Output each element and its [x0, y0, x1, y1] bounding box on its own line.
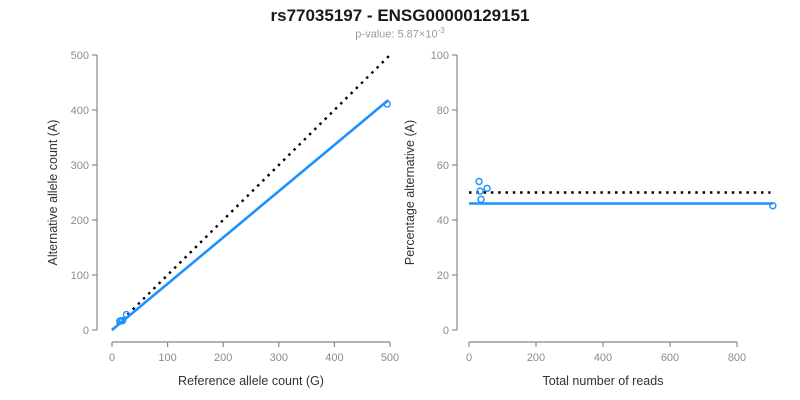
y-tick-label: 400 [71, 105, 89, 117]
y-tick-label: 200 [71, 215, 89, 227]
pvalue-exponent: -3 [437, 26, 445, 35]
x-tick-label: 300 [270, 352, 288, 364]
x-tick-label: 0 [466, 352, 472, 364]
x-tick-label: 400 [325, 352, 343, 364]
fit-line [111, 99, 390, 331]
data-point [118, 316, 127, 325]
plot-title: rs77035197 - ENSG00000129151 [270, 6, 530, 25]
y-tick-label: 60 [437, 160, 449, 172]
identity-dotted-line [111, 54, 391, 331]
data-point [476, 187, 484, 195]
y-tick-label: 100 [71, 270, 89, 282]
plot-subtitle: p-value: 5.87×10-3 [0, 26, 800, 41]
x-tick-label: 600 [661, 352, 679, 364]
x-tick-label: 200 [214, 352, 232, 364]
x-tick-label: 0 [109, 352, 115, 364]
x-tick-label: 100 [158, 352, 176, 364]
data-point [477, 195, 485, 204]
x-tick-label: 500 [381, 352, 399, 364]
plot-panel-1: 0 100 200 300 400 500 0 100 200 300 400 500 Referenc… [46, 50, 399, 388]
y-tick-label: 0 [443, 325, 449, 337]
plot-panel-2: 0 20 40 60 80 100 0 200 400 600 800 Total number of… [403, 50, 777, 388]
data-point [483, 184, 491, 193]
x-axis-title: Total number of reads [543, 374, 664, 388]
data-point [475, 177, 483, 186]
y-tick-label: 20 [437, 270, 449, 282]
pvalue-text: p-value: 5.87×10 [355, 28, 438, 41]
x-axis-title: Reference allele count (G) [178, 374, 324, 388]
y-tick-label: 80 [437, 105, 449, 117]
y-axis-title: Alternative allele count (A) [46, 120, 60, 266]
y-tick-label: 0 [83, 325, 89, 337]
y-tick-label: 100 [431, 50, 449, 62]
y-tick-label: 500 [71, 50, 89, 62]
x-tick-label: 800 [728, 352, 746, 364]
y-tick-label: 300 [71, 160, 89, 172]
data-point [122, 310, 131, 319]
data-point [383, 100, 391, 108]
data-point [769, 201, 777, 210]
y-tick-label: 40 [437, 215, 449, 227]
y-axis-title: Percentage alternative (A) [403, 120, 417, 265]
x-tick-label: 200 [527, 352, 545, 364]
x-tick-label: 400 [594, 352, 612, 364]
